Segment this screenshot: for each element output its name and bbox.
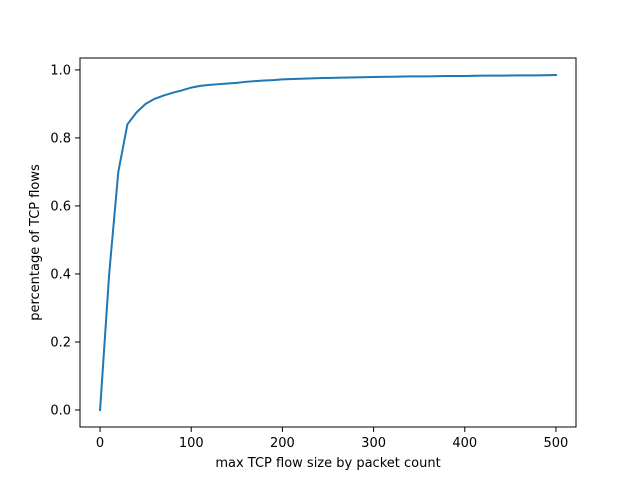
y-tick-label: 0.4: [50, 267, 71, 282]
x-axis: 0 100 200 300 400 500: [96, 427, 568, 451]
x-tick-label: 300: [361, 436, 386, 451]
y-tick-label: 1.0: [50, 63, 71, 78]
x-axis-label: max TCP flow size by packet count: [215, 456, 440, 471]
y-tick-label: 0.6: [50, 199, 71, 214]
x-tick-label: 400: [452, 436, 477, 451]
y-tick-label: 0.2: [50, 335, 71, 350]
x-tick-label: 0: [96, 436, 104, 451]
y-axis: 0.0 0.2 0.4 0.6 0.8 1.0: [50, 63, 80, 418]
axes-frame: [79, 57, 577, 428]
x-tick-label: 500: [544, 436, 569, 451]
y-tick-label: 0.8: [50, 131, 71, 146]
x-tick-label: 200: [270, 436, 295, 451]
y-tick-label: 0.0: [50, 403, 71, 418]
x-tick-label: 100: [179, 436, 204, 451]
y-axis-label: percentage of TCP flows: [28, 164, 43, 321]
series-line: [98, 73, 557, 412]
